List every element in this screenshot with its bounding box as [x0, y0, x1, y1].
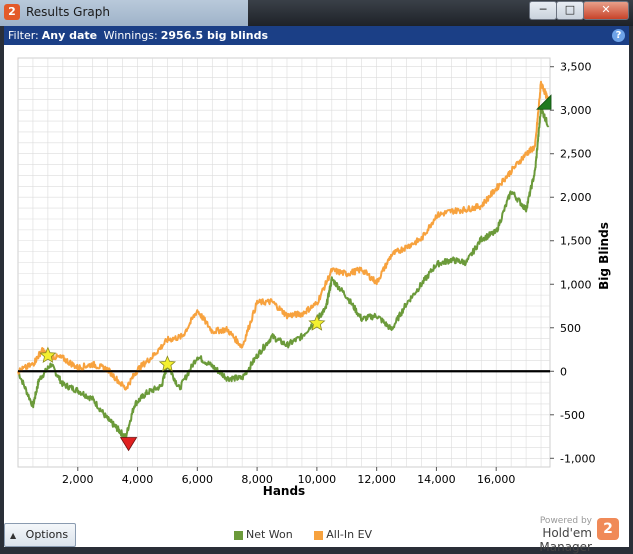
x-tick-label: 12,000	[357, 473, 396, 486]
powered-by-label: Powered by	[539, 516, 592, 526]
chart-grid	[18, 58, 550, 467]
legend-item-all-in-ev[interactable]: All-In EV	[314, 528, 372, 541]
x-tick-label: 2,000	[62, 473, 94, 486]
y-tick-label: 1,000	[560, 278, 592, 291]
legend-swatch-all-in-ev	[314, 530, 324, 540]
filter-bar: Filter: Any date Winnings: 2956.5 big blin…	[4, 26, 629, 45]
expand-up-icon: ▲	[10, 531, 17, 540]
series-line-net-won	[17, 107, 550, 439]
chart-legend: Net Won All-In EV	[234, 528, 390, 541]
y-axis-ticks: -1,000 -500 0 500 1,000 1,500 2,000 2,500 3,000 3…	[550, 61, 595, 465]
x-tick-label: 14,000	[417, 473, 456, 486]
maximize-button[interactable]: □	[556, 1, 584, 20]
results-chart: -1,000 -500 0 500 1,000 1,500 2,000 2,500 3,000 3…	[17, 57, 611, 498]
y-tick-label: 1,500	[560, 235, 592, 248]
options-button[interactable]: ▲ Options	[4, 523, 76, 547]
chart-markers	[39, 94, 552, 452]
star-marker	[158, 355, 176, 372]
x-tick-label: 8,000	[241, 473, 273, 486]
legend-label-all-in-ev: All-In EV	[326, 528, 373, 541]
y-tick-label: -500	[560, 409, 585, 422]
min-marker	[119, 437, 138, 452]
filter-label: Filter:	[8, 29, 39, 42]
legend-item-net-won[interactable]: Net Won	[234, 528, 293, 541]
chart-series	[17, 80, 550, 439]
bottom-bar: ▲ Options Net Won All-In EV Powered by H…	[4, 516, 629, 554]
powered-by: Powered by Hold'em Manager	[492, 516, 592, 554]
series-line-all-in-ev	[17, 80, 550, 391]
x-tick-label: 4,000	[122, 473, 154, 486]
winnings-label: Winnings:	[103, 29, 158, 42]
x-tick-label: 6,000	[182, 473, 214, 486]
minimize-button[interactable]: ─	[529, 1, 557, 20]
x-tick-label: 10,000	[298, 473, 337, 486]
x-axis-label: Hands	[263, 484, 305, 498]
star-marker	[39, 346, 57, 363]
y-tick-label: 0	[560, 365, 567, 378]
close-button[interactable]: ✕	[583, 1, 629, 20]
title-bar: 2 Results Graph ─ □ ✕	[0, 0, 633, 26]
window-title: Results Graph	[26, 5, 110, 19]
y-tick-label: 500	[560, 322, 581, 335]
x-tick-label: 16,000	[477, 473, 516, 486]
y-tick-label: 2,500	[560, 148, 592, 161]
legend-swatch-net-won	[234, 530, 243, 540]
y-tick-label: 2,000	[560, 191, 592, 204]
app-logo-icon: 2	[4, 4, 20, 20]
y-tick-label: -1,000	[560, 452, 595, 465]
y-tick-label: 3,500	[560, 61, 592, 74]
help-icon[interactable]: ?	[612, 29, 625, 42]
holdem-manager-logo-icon: 2	[597, 518, 619, 540]
options-label: Options	[25, 528, 69, 541]
max-marker	[536, 94, 552, 110]
filter-value[interactable]: Any date	[41, 29, 98, 42]
graph-panel: -1,000 -500 0 500 1,000 1,500 2,000 2,500 3,000 3…	[4, 45, 629, 547]
winnings-value: 2956.5 big blinds	[160, 29, 269, 42]
x-axis-ticks: 2,000 4,000 6,000 8,000 10,000 12,000 14,000 16…	[62, 467, 515, 486]
brand-name: Hold'em Manager	[539, 526, 592, 554]
legend-label-net-won: Net Won	[246, 528, 293, 541]
y-axis-label: Big Blinds	[597, 222, 611, 290]
y-tick-label: 3,000	[560, 104, 592, 117]
star-marker	[308, 314, 326, 331]
